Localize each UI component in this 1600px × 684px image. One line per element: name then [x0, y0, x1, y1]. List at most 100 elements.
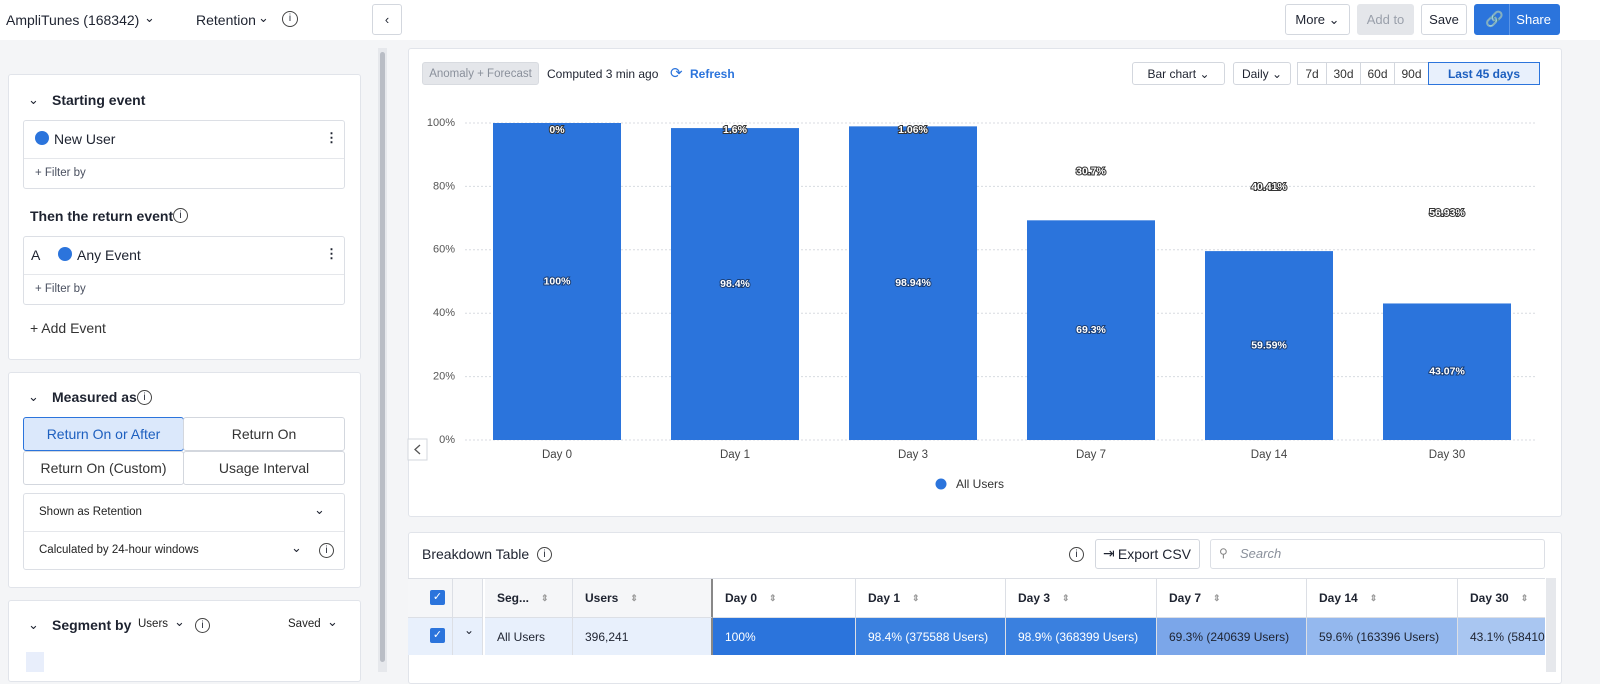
info-icon[interactable]: i	[195, 618, 210, 633]
info-icon[interactable]: i	[537, 547, 552, 562]
interval-button[interactable]: Daily ⌄	[1233, 62, 1291, 85]
dropoff-label: 30.7%	[1076, 165, 1106, 177]
section-title: Measured as	[52, 389, 137, 405]
event-name[interactable]: New User	[54, 131, 116, 147]
segment-target[interactable]: Users	[138, 618, 169, 630]
range-button[interactable]: 7d	[1297, 62, 1327, 85]
event-icon	[58, 247, 72, 261]
anomaly-button[interactable]: Anomaly + Forecast	[422, 62, 539, 85]
chevron: ⌄	[327, 614, 338, 629]
sort-icon: ⇕	[630, 592, 638, 603]
checkbox[interactable]: ✓	[430, 628, 445, 643]
value-label: 100%	[544, 275, 572, 287]
chevron[interactable]: ⌄	[28, 389, 39, 404]
legend-label: All Users	[956, 477, 1004, 491]
divider	[1509, 4, 1510, 35]
column-label: Day 7	[1169, 591, 1202, 605]
measure-option[interactable]: Return On or After	[23, 417, 184, 451]
scrollbar-track	[1546, 578, 1556, 672]
event-icon	[35, 131, 49, 145]
column-label: Seg...	[497, 591, 530, 605]
column-header[interactable]: Day 3 ⇕	[1006, 579, 1157, 617]
section-title: Then the return event	[30, 208, 174, 224]
divider	[24, 274, 344, 275]
info-icon[interactable]: i	[1069, 547, 1084, 562]
chevron[interactable]: ⌄	[28, 617, 39, 632]
sort-icon: ⇕	[1369, 592, 1378, 603]
event-box	[23, 236, 345, 305]
info-icon[interactable]: i	[137, 390, 152, 405]
share-button[interactable]: Share	[1474, 4, 1560, 35]
column-header[interactable]: Day 0 ⇕	[713, 579, 856, 617]
chart-view-button[interactable]: Bar chart ⌄	[1132, 62, 1225, 85]
bar	[493, 123, 621, 440]
event-name[interactable]: Any Event	[77, 247, 141, 263]
column-header[interactable]: Seg... ⇕	[485, 579, 573, 617]
chevron: ⌄	[144, 10, 155, 25]
measure-option[interactable]: Return On	[183, 417, 345, 451]
table-cell: 98.9% (368399 Users)	[1006, 617, 1157, 655]
dropoff-label: 1.06%	[898, 124, 928, 136]
range-button[interactable]: Last 45 days	[1428, 62, 1540, 85]
kebab[interactable]: ⋮	[325, 130, 338, 145]
bar	[1383, 303, 1511, 440]
add-to-button[interactable]: Add to	[1357, 4, 1414, 35]
y-tick-label: 20%	[433, 371, 455, 383]
more-label: More	[1295, 12, 1326, 27]
table-cell: 69.3% (240639 Users)	[1157, 617, 1307, 655]
shown-as[interactable]: Shown as Retention	[39, 506, 142, 518]
chevron[interactable]: ⌄	[28, 92, 39, 107]
value-label: 98.94%	[895, 277, 931, 289]
column-label: Day 14	[1319, 591, 1358, 605]
dropoff-label: 1.6%	[723, 124, 748, 136]
project-name[interactable]: AmpliTunes (168342)	[6, 12, 140, 28]
event-box	[23, 120, 345, 189]
add-event[interactable]: + Add Event	[30, 320, 106, 336]
chevron: ⌄	[174, 614, 185, 629]
scrollbar-thumb[interactable]	[380, 52, 385, 662]
filter-link[interactable]: + Filter by	[35, 167, 86, 179]
filter-link[interactable]: + Filter by	[35, 283, 86, 295]
sort-icon: ⇕	[1213, 592, 1221, 603]
search-placeholder: Search	[1240, 546, 1282, 561]
column-label: Day 1	[868, 591, 901, 605]
info-icon[interactable]: i	[319, 543, 334, 558]
kebab[interactable]: ⋮	[325, 246, 338, 261]
column-header[interactable]: Day 7 ⇕	[1157, 579, 1307, 617]
y-tick-label: 100%	[427, 117, 455, 129]
dropoff-label: 40.41%	[1251, 181, 1287, 193]
refresh-button[interactable]: Refresh	[690, 67, 735, 81]
computed-status: Computed 3 min ago	[547, 67, 659, 81]
column-header[interactable]: Users ⇕	[573, 579, 713, 617]
saved-link[interactable]: Saved	[288, 618, 321, 630]
measure-option[interactable]: Return On (Custom)	[23, 451, 184, 485]
column-header[interactable]: Day 30 ⇕	[1458, 579, 1545, 617]
scroll-left-button[interactable]	[407, 438, 428, 461]
collapse-button[interactable]: ‹	[372, 4, 402, 35]
column-header[interactable]: Day 14 ⇕	[1307, 579, 1458, 617]
export-icon: ⇥	[1103, 545, 1115, 561]
calculated-by[interactable]: Calculated by 24-hour windows	[39, 544, 199, 556]
column-header[interactable]: Day 1 ⇕	[856, 579, 1006, 617]
segment-panel	[8, 600, 361, 682]
info-icon[interactable]: i	[282, 11, 298, 27]
chart-kind[interactable]: Retention	[196, 12, 256, 28]
info-icon[interactable]: i	[173, 208, 188, 223]
row-cell	[453, 617, 483, 655]
search-box[interactable]	[1210, 539, 1545, 569]
expand-toggle[interactable]: ⌄	[464, 623, 475, 637]
table-title: Breakdown Table	[422, 546, 530, 562]
value-label: 98.4%	[720, 278, 750, 290]
dropoff-label: 56.93%	[1429, 207, 1465, 219]
table-cell: 98.4% (375588 Users)	[856, 617, 1006, 655]
checkbox[interactable]: ✓	[430, 590, 445, 605]
measure-option[interactable]: Usage Interval	[183, 451, 345, 485]
table-cell: 59.6% (163396 Users)	[1307, 617, 1458, 655]
save-button[interactable]: Save	[1421, 4, 1467, 35]
value-label: 59.59%	[1251, 339, 1287, 351]
range-button[interactable]: 60d	[1360, 62, 1395, 85]
more-button[interactable]: More ⌄	[1285, 4, 1350, 35]
export-button[interactable]: Export CSV	[1095, 539, 1200, 569]
chevron-left	[414, 444, 421, 455]
bar	[1027, 220, 1155, 440]
